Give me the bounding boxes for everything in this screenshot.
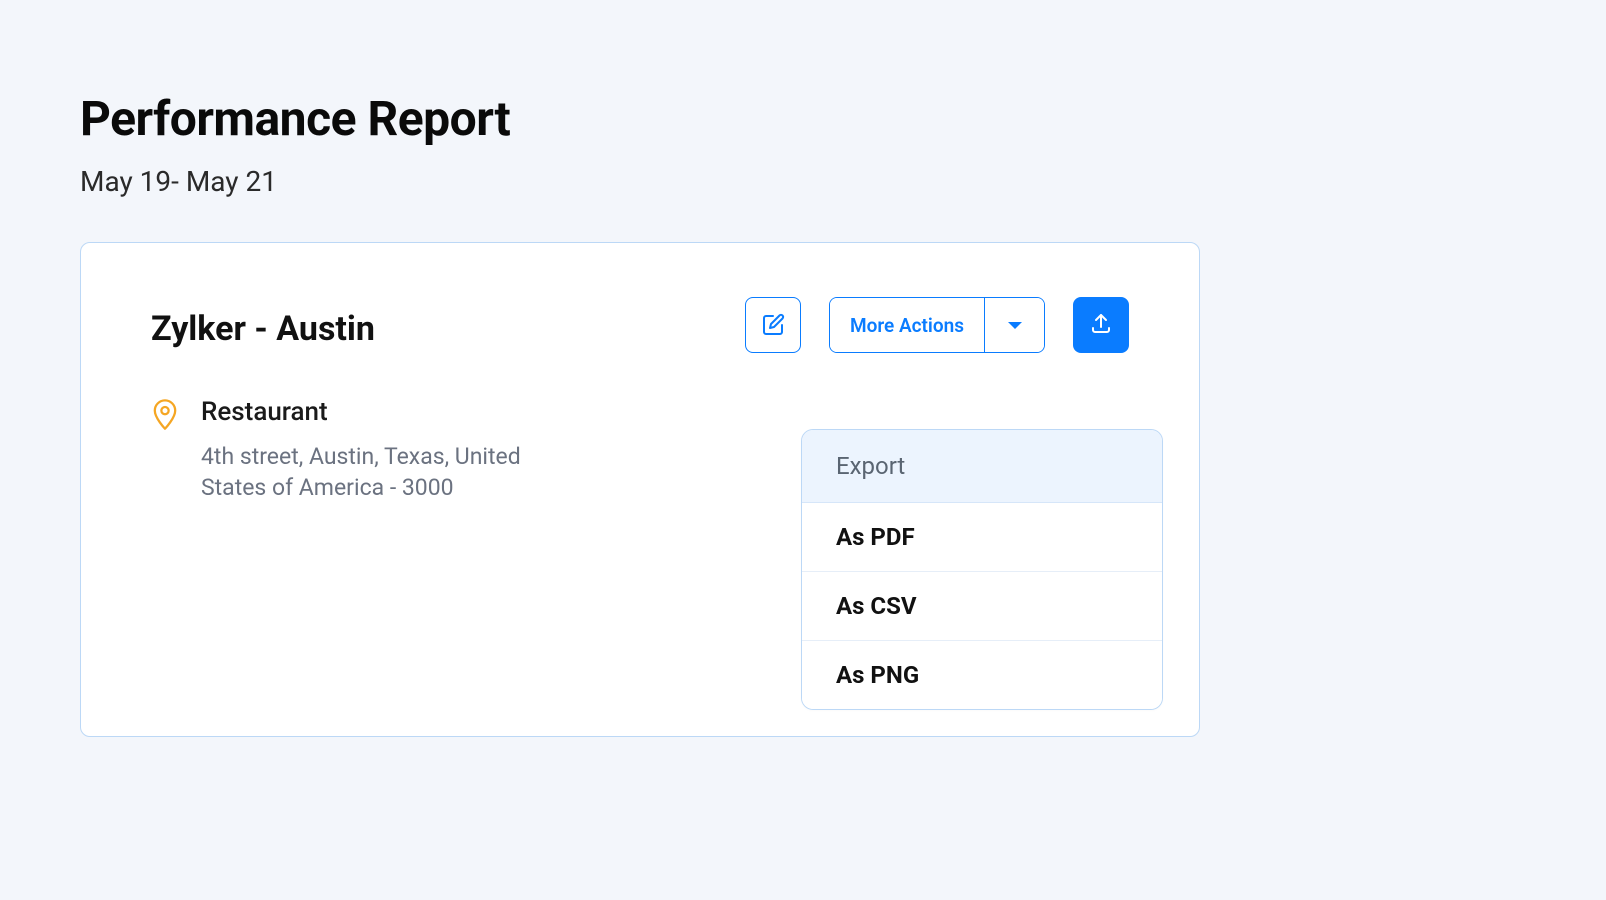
upload-button[interactable]	[1073, 297, 1129, 353]
page-root: Performance Report May 19- May 21 Zylker…	[0, 0, 1606, 900]
page-subtitle: May 19- May 21	[80, 165, 1526, 198]
export-dropdown: Export As PDF As CSV As PNG	[801, 429, 1163, 710]
export-option-png[interactable]: As PNG	[802, 641, 1162, 709]
card-header: Zylker - Austin More Actions	[151, 303, 1129, 353]
caret-down-icon	[1007, 316, 1023, 335]
location-type: Restaurant	[201, 397, 581, 427]
export-option-csv[interactable]: As CSV	[802, 572, 1162, 641]
more-actions-group: More Actions	[829, 297, 1045, 353]
location-text: Restaurant 4th street, Austin, Texas, Un…	[201, 397, 581, 503]
upload-icon	[1089, 311, 1113, 339]
location-address: 4th street, Austin, Texas, United States…	[201, 441, 581, 503]
export-option-pdf[interactable]: As PDF	[802, 503, 1162, 572]
more-actions-caret-button[interactable]	[984, 298, 1044, 352]
edit-icon	[761, 313, 785, 337]
edit-button[interactable]	[745, 297, 801, 353]
report-card: Zylker - Austin More Actions	[80, 242, 1200, 737]
action-row: More Actions	[745, 297, 1129, 353]
more-actions-button[interactable]: More Actions	[830, 298, 984, 352]
location-pin-icon	[151, 397, 179, 435]
page-title: Performance Report	[80, 90, 1526, 147]
entity-name: Zylker - Austin	[151, 309, 375, 349]
export-dropdown-header: Export	[802, 430, 1162, 503]
